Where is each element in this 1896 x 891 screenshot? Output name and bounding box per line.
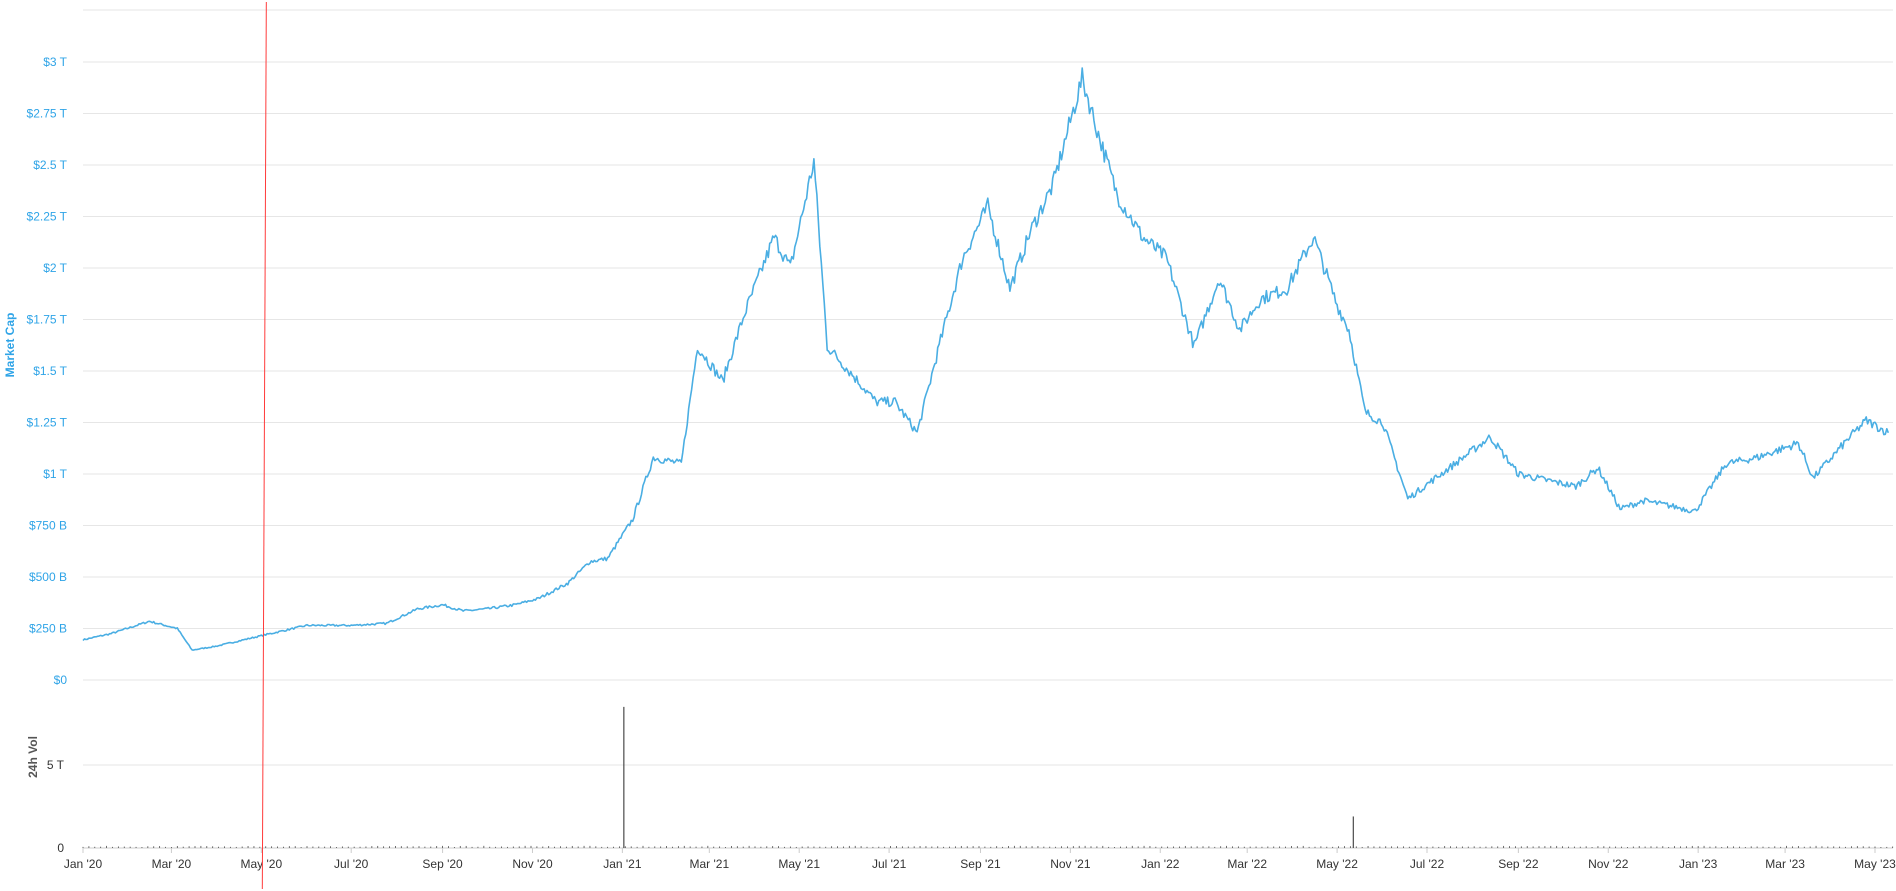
x-tick-label: May '23 (1854, 857, 1896, 871)
y-tick-label: $2.75 T (27, 107, 68, 121)
y-tick-label: $3 T (43, 55, 67, 69)
market-cap-gridlines (83, 9, 1893, 681)
y-tick-label: $0 (54, 673, 68, 687)
x-tick-label: Mar '21 (689, 857, 729, 871)
x-tick-label: Nov '22 (1588, 857, 1629, 871)
x-tick-label: May '20 (240, 857, 282, 871)
volume-y-ticks: 0 5 T (47, 758, 65, 855)
x-tick-label: Jul '22 (1410, 857, 1445, 871)
y-tick-label: $750 B (29, 519, 67, 533)
x-tick-label: Sep '22 (1498, 857, 1539, 871)
crosshair-marker-line[interactable] (261, 1, 267, 890)
market-cap-y-ticks: $0 $250 B $500 B $750 B $1 T $1.25 T $1.5 T $1.… (27, 55, 68, 687)
volume-y-tick-label: 0 (57, 841, 64, 855)
y-tick-label: $2.5 T (33, 158, 67, 172)
x-tick-label: Nov '20 (512, 857, 553, 871)
y-tick-label: $1 T (43, 467, 67, 481)
market-cap-axis-title: Market Cap (3, 313, 17, 378)
x-tick-label: Jul '20 (334, 857, 369, 871)
x-tick-label: Jan '21 (603, 857, 642, 871)
y-tick-label: $2 T (43, 261, 67, 275)
x-tick-label: Sep '20 (422, 857, 463, 871)
volume-gridlines (83, 764, 1893, 849)
x-tick-label: Jul '21 (872, 857, 907, 871)
y-tick-label: $250 B (29, 622, 67, 636)
x-tick-label: Jan '20 (64, 857, 103, 871)
y-tick-label: $1.25 T (27, 416, 68, 430)
y-tick-label: $2.25 T (27, 210, 68, 224)
volume-axis-title: 24h Vol (26, 736, 40, 778)
x-axis-ticks: Jan '20 Mar '20 May '20 Jul '20 Sep '20 Nov '… (64, 848, 1896, 871)
x-tick-label: Mar '22 (1227, 857, 1267, 871)
market-cap-series-line (82, 67, 1890, 651)
y-tick-label: $1.5 T (33, 364, 67, 378)
y-tick-label: $1.75 T (27, 313, 68, 327)
volume-bars (82, 706, 1894, 848)
x-tick-label: Mar '20 (152, 857, 192, 871)
x-tick-label: Mar '23 (1765, 857, 1805, 871)
x-tick-label: May '21 (778, 857, 820, 871)
volume-y-tick-label: 5 T (47, 758, 65, 772)
y-tick-label: $500 B (29, 570, 67, 584)
x-tick-label: Jan '22 (1141, 857, 1180, 871)
x-tick-label: Jan '23 (1679, 857, 1718, 871)
x-tick-label: Nov '21 (1050, 857, 1091, 871)
x-tick-label: Sep '21 (960, 857, 1001, 871)
x-tick-label: May '22 (1316, 857, 1358, 871)
